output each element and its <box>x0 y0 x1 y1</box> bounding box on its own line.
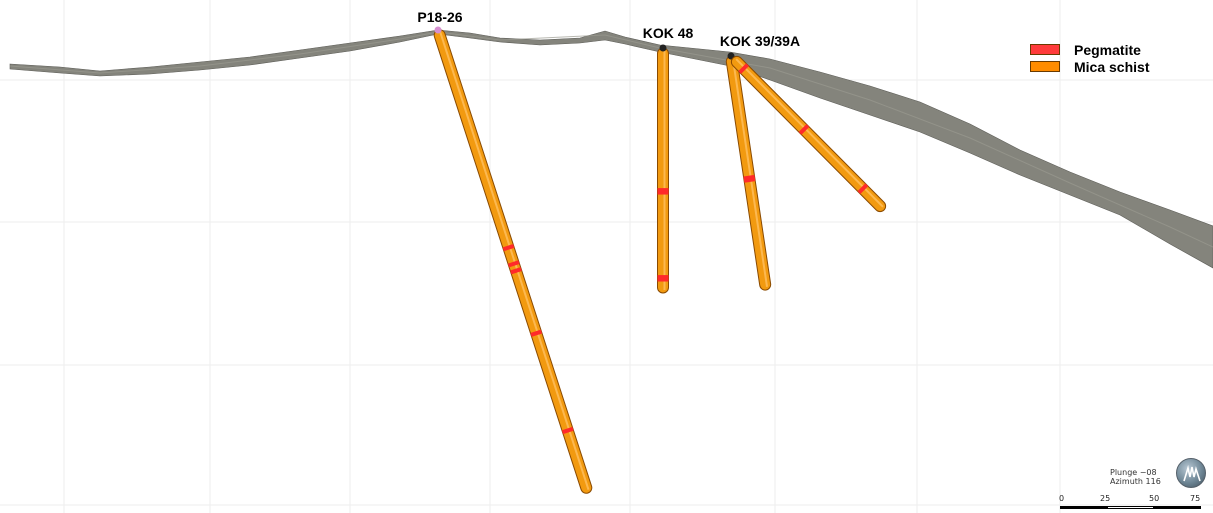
drillhole-highlight <box>735 58 884 208</box>
view-orientation-icon[interactable] <box>1176 458 1206 488</box>
mica-schist-swatch <box>1030 61 1060 72</box>
pegmatite-interval <box>657 190 669 195</box>
collar-marker <box>659 44 667 52</box>
drillhole-2[interactable] <box>657 47 669 294</box>
plunge-readout: Plunge −08 <box>1110 468 1157 477</box>
collar-marker <box>434 26 442 34</box>
pegmatite-interval <box>561 426 574 435</box>
drillhole-label: P18-26 <box>417 9 462 25</box>
scale-segment-1 <box>1060 506 1107 509</box>
pegmatite-interval <box>510 267 522 275</box>
scale-tick-25: 25 <box>1100 494 1111 503</box>
scale-segment-2 <box>1107 506 1154 509</box>
drillhole-1[interactable] <box>433 28 593 494</box>
pegmatite-interval <box>530 329 543 337</box>
drillhole-mica-schist-interval <box>657 47 669 294</box>
scale-tick-0: 0 <box>1059 494 1065 503</box>
pegmatite-interval <box>738 63 749 74</box>
drillhole-mica-schist-interval <box>730 55 887 213</box>
scale-tick-50: 50 <box>1149 494 1160 503</box>
drillholes: P18-26 KOK 48 KOK 39/39A <box>417 9 888 494</box>
drillhole-mica-schist-interval <box>433 29 593 494</box>
pegmatite-interval <box>502 244 515 252</box>
legend-label-pegmatite: Pegmatite <box>1074 42 1141 58</box>
view-orientation-glyph <box>1183 465 1201 482</box>
drillhole-highlight <box>439 32 590 490</box>
terrain-surface <box>9 29 1213 269</box>
pegmatite-interval <box>743 177 756 183</box>
scale-segment-3 <box>1154 506 1201 509</box>
pegmatite-interval <box>857 183 869 195</box>
scale-tick-75: 75 <box>1190 494 1201 503</box>
scale-bar: 0 25 50 75 <box>1059 494 1202 512</box>
pegmatite-swatch <box>1030 44 1060 55</box>
drillhole-4[interactable] <box>729 54 888 214</box>
drillhole-label: KOK 39/39A <box>720 33 800 49</box>
drillhole-label: KOK 48 <box>643 25 694 41</box>
legend-item-mica-schist: Mica schist <box>1030 59 1200 76</box>
azimuth-readout: Azimuth 116 <box>1110 477 1161 486</box>
pegmatite-interval <box>507 260 520 268</box>
pegmatite-interval <box>657 277 669 282</box>
legend-item-pegmatite: Pegmatite <box>1030 42 1200 59</box>
pegmatite-interval <box>798 124 810 135</box>
legend: Pegmatite Mica schist <box>1030 42 1200 76</box>
drillhole-highlight <box>731 58 769 287</box>
orientation-readout: Plunge −08 Azimuth 116 <box>1110 468 1174 486</box>
legend-label-mica-schist: Mica schist <box>1074 59 1150 75</box>
